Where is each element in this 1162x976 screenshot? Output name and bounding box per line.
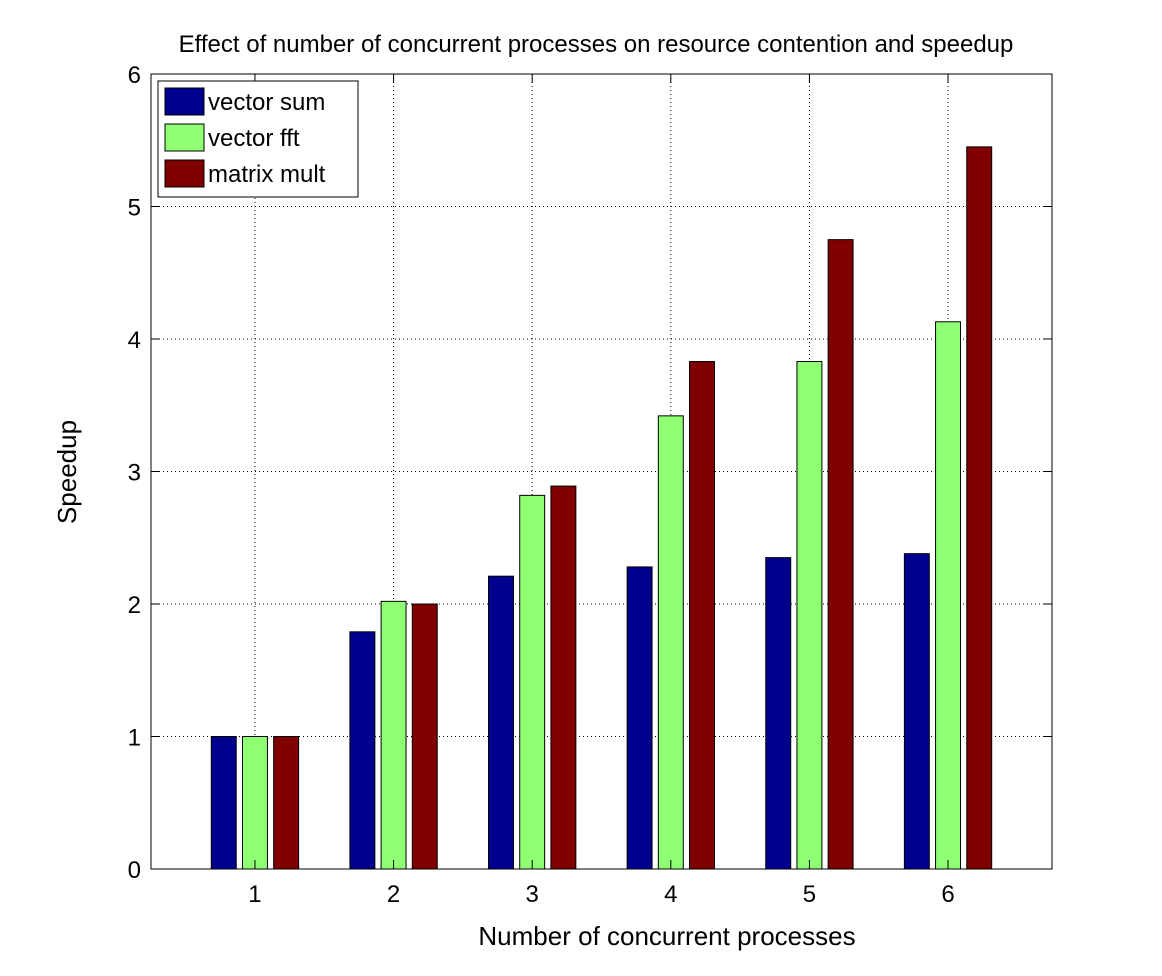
bar-vector-sum-1 (210, 736, 237, 870)
axis-ticks: 0 1 2 3 4 5 6 1 2 3 4 5 6 (128, 62, 1052, 908)
bar-vector-sum-2 (349, 631, 376, 870)
bar-matrix-mult-4 (689, 361, 715, 870)
bar-matrix-mult-5 (827, 239, 854, 870)
bar-matrix-mult-1 (273, 736, 300, 870)
bar-vector-fft-4 (657, 415, 684, 870)
y-tick-label: 2 (128, 592, 141, 619)
y-tick-label: 5 (128, 195, 141, 222)
chart-title: Effect of number of concurrent processes… (179, 31, 1014, 58)
bar-matrix-mult-3 (550, 485, 577, 870)
bar-vector-fft-2 (380, 600, 407, 870)
bars (210, 146, 993, 870)
y-axis-label: Speedup (52, 420, 82, 524)
bar-vector-sum-3 (488, 575, 514, 870)
bar-matrix-mult-6 (966, 146, 993, 870)
y-tick-label: 1 (128, 725, 141, 752)
bar-vector-sum-4 (626, 566, 653, 870)
legend-label: vector fft (208, 125, 300, 152)
x-tick-label: 5 (803, 881, 816, 908)
legend-swatch (164, 159, 205, 188)
x-axis-label: Number of concurrent processes (478, 921, 855, 951)
y-tick-label: 4 (128, 327, 141, 354)
legend-swatch (164, 123, 205, 152)
bar-vector-fft-3 (519, 494, 546, 870)
x-tick-label: 3 (526, 881, 539, 908)
legend-swatch (164, 87, 205, 116)
bar-vector-fft-6 (935, 321, 962, 870)
bar-vector-fft-5 (796, 361, 823, 870)
grid-lines (151, 74, 1052, 869)
x-tick-label: 4 (664, 881, 677, 908)
bar-matrix-mult-2 (411, 603, 438, 870)
bar-vector-fft-1 (241, 736, 268, 870)
x-tick-label: 1 (248, 881, 261, 908)
legend: vector sum vector fft matrix mult (157, 80, 359, 198)
x-tick-label: 6 (941, 881, 954, 908)
bar-vector-sum-5 (765, 557, 792, 870)
legend-label: vector sum (208, 89, 325, 116)
legend-label: matrix mult (208, 161, 326, 188)
bar-vector-sum-6 (903, 553, 930, 870)
y-tick-label: 6 (128, 62, 141, 89)
y-tick-label: 3 (128, 460, 141, 487)
y-tick-label: 0 (128, 857, 141, 884)
x-tick-label: 2 (387, 881, 400, 908)
